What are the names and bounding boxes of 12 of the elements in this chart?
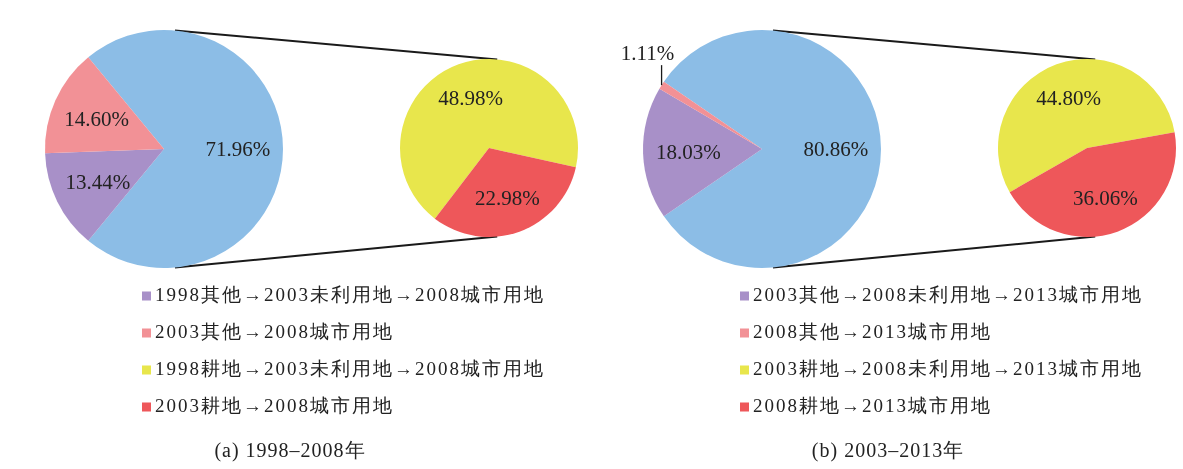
data-label: 22.98% [474,186,540,211]
data-label: 1.11% [620,41,675,66]
text: (a) 1998–2008年 [214,439,366,462]
text: (b) 2003–2013年 [811,439,965,462]
data-label: 14.60% [64,106,130,131]
data-label: 48.98% [438,85,504,110]
data-label: 36.06% [1072,186,1138,211]
data-label: 13.44% [65,169,131,194]
data-label: 80.86% [803,137,869,161]
data-label: 71.96% [205,137,271,161]
data-label: 44.80% [1036,85,1102,110]
data-label: 18.03% [655,139,721,164]
